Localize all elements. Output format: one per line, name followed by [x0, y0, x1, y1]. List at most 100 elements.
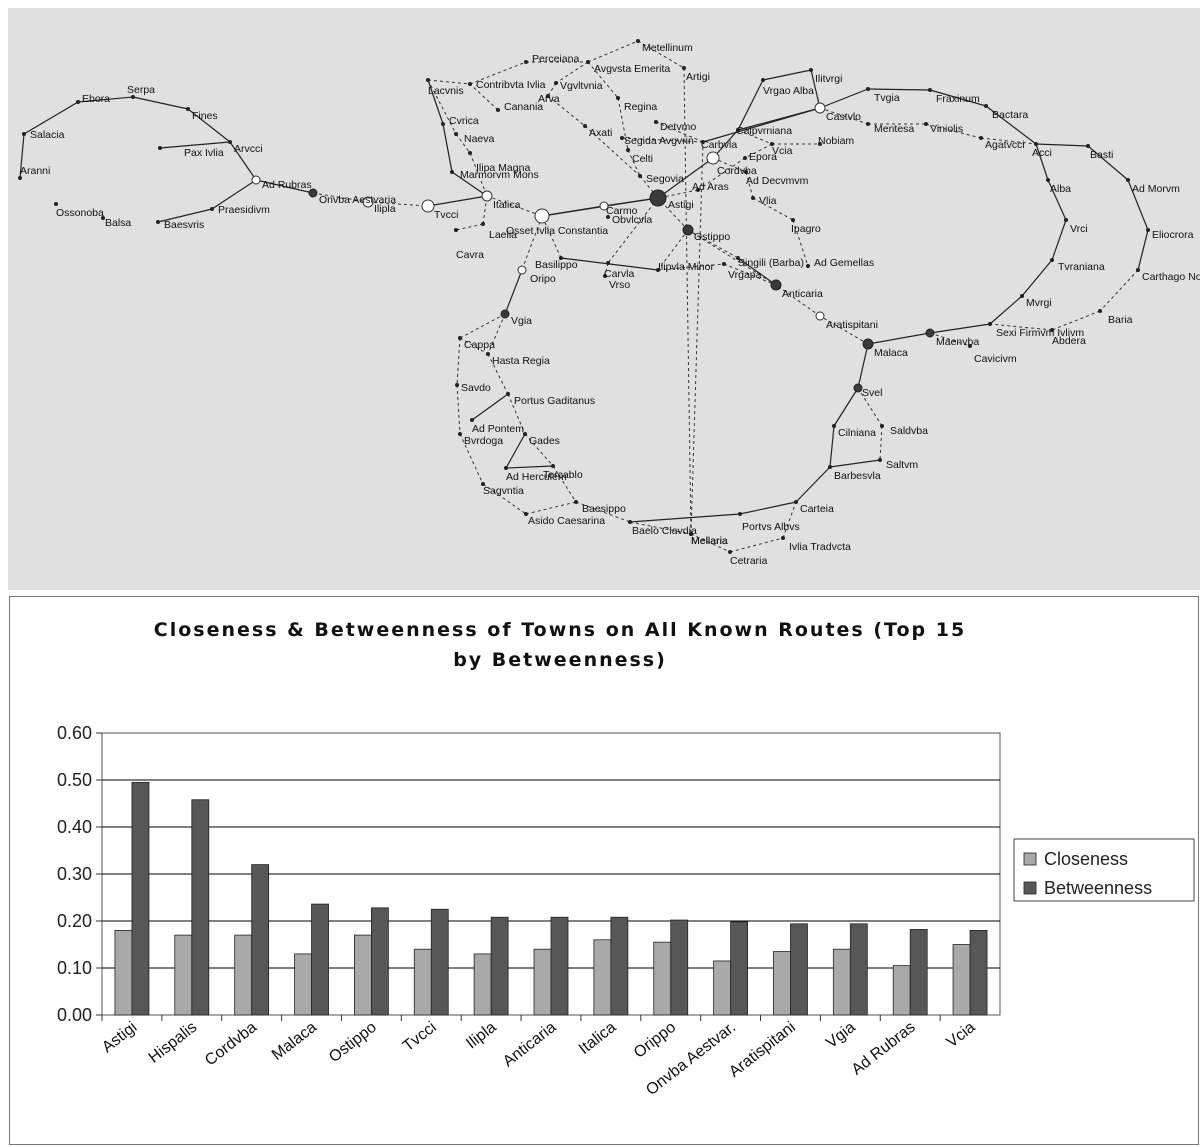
town-node-bactara	[984, 104, 988, 108]
route-path-24	[621, 137, 704, 143]
town-node-baesvris	[156, 220, 160, 224]
town-label-ossonoba: Ossonoba	[56, 207, 104, 219]
bar-closeness-ad-rubras	[892, 965, 911, 1016]
x-label-astigi: Astigi	[99, 1019, 140, 1056]
town-label-baesvris: Baesvris	[164, 219, 204, 231]
town-node-osset-ivlia-constantia	[534, 208, 550, 224]
route-path-2	[486, 195, 543, 217]
y-tick-label-4: 0.40	[57, 817, 92, 837]
route-road-39	[829, 425, 835, 468]
route-path-26	[744, 143, 773, 159]
town-node-ad-decvmvm	[744, 170, 748, 174]
town-node-cilniana	[832, 424, 836, 428]
route-path-73	[555, 61, 589, 84]
route-path-48	[607, 197, 659, 264]
town-node-tercablo	[551, 464, 555, 468]
bar-closeness-ostippo	[353, 934, 372, 1016]
town-node-ilipvla-minor	[656, 268, 660, 272]
town-labels: Ebora Serpa Salacia Fines Pax Ivlia Arvcci Ara…	[20, 42, 1200, 567]
town-label-carbvla: Carbvla	[701, 139, 737, 151]
town-label-artigi: Artigi	[686, 71, 710, 83]
town-node-barbesvla	[828, 465, 832, 469]
x-label-ostippo: Ostippo	[326, 1019, 380, 1066]
route-path-36	[1051, 310, 1101, 331]
bar-betweenness-astigi	[131, 781, 150, 1016]
route-path-3	[482, 195, 488, 225]
bar-chart: 0.00 0.10 0.20 0.30 0.40 0.50 0.60 Astigi Hispa…	[57, 723, 1195, 1099]
town-label-baesippo: Baesippo	[582, 503, 626, 515]
town-label-carthago-nova: Carthago Nova	[1142, 271, 1200, 283]
town-node-basti	[1086, 144, 1090, 148]
route-path-51	[459, 313, 506, 339]
town-label-cappa: Cappa	[464, 339, 495, 351]
town-node-canania	[496, 108, 500, 112]
town-node-cappa	[458, 336, 462, 340]
route-road-7	[211, 179, 257, 210]
bar-betweenness-anticaria	[550, 916, 569, 1016]
y-tick-label-5: 0.50	[57, 770, 92, 790]
town-label-arva: Arva	[538, 93, 560, 105]
town-node-mvrgi	[1020, 294, 1024, 298]
town-node-pax-ivlia	[158, 146, 162, 150]
route-road-2	[132, 96, 189, 110]
town-label-tvcci: Tvcci	[434, 209, 459, 221]
town-label-segovia: Segovia	[646, 173, 684, 185]
town-node-eliocrora	[1146, 228, 1150, 232]
town-node-marmorvm-mons	[450, 170, 454, 174]
town-node-carthago-nova	[1136, 268, 1140, 272]
town-node-laelia	[481, 222, 485, 226]
town-label-ad-decvmvm: Ad Decvmvm	[746, 175, 809, 187]
bar-betweenness-ilipla	[490, 916, 509, 1016]
bar-betweenness-aratispitani	[790, 923, 808, 1016]
route-path-13	[617, 97, 629, 151]
town-node-vlia	[751, 196, 755, 200]
town-label-baelo-clavdia: Baelo Clavdia	[632, 525, 697, 537]
town-node-axati	[583, 124, 587, 128]
town-node-cordvba	[706, 151, 720, 165]
route-lines	[19, 40, 1149, 553]
route-path-19	[455, 133, 471, 154]
town-label-ebora: Ebora	[82, 93, 110, 105]
route-path-38	[929, 332, 971, 347]
town-label-anticaria: Anticaria	[782, 288, 823, 300]
route-road-51	[702, 107, 821, 143]
town-label-carmo: Carmo	[606, 205, 638, 217]
town-label-svel: Svel	[862, 387, 882, 399]
town-label-ilipla: Ilipla	[374, 203, 396, 215]
town-label-barbesvla: Barbesvla	[834, 470, 881, 482]
town-node-onvba-aestvaria	[308, 188, 318, 198]
town-label-onvba-aestvaria: Onvba Aestvaria	[319, 194, 396, 206]
town-label-ostippo: Ostippo	[694, 231, 730, 243]
town-node-ad-morvm	[1126, 178, 1130, 182]
town-label-portvs-albvs: Portvs Albvs	[742, 521, 800, 533]
bar-betweenness-vcia	[969, 929, 988, 1016]
town-label-serpa: Serpa	[127, 84, 155, 96]
chart-title-line-2: by Betweenness)	[453, 649, 667, 671]
bar-closeness-tvcci	[413, 948, 432, 1016]
route-road-12	[442, 123, 453, 173]
route-road-9	[255, 179, 314, 194]
town-node-naeva	[454, 132, 458, 136]
town-label-ilipa-magna: Ilipa Magna	[476, 162, 530, 174]
town-label-calpvrniana: Calpvrniana	[736, 125, 792, 137]
town-node-regina	[616, 96, 620, 100]
town-label-vgvltvnia: Vgvltvnia	[560, 80, 603, 92]
town-node-ipagro	[791, 218, 795, 222]
route-path-41	[687, 229, 777, 286]
town-label-fraxinum: Fraxinum	[936, 93, 980, 105]
town-label-epora: Epora	[749, 151, 777, 163]
bar-betweenness-cordvba	[251, 864, 270, 1016]
town-node-avgvsta-emerita	[586, 60, 590, 64]
bar-betweenness-italica	[610, 916, 629, 1016]
town-label-naeva: Naeva	[464, 133, 495, 145]
route-path-22	[469, 83, 499, 111]
route-road-3	[19, 133, 25, 179]
bar-betweenness-onvba-aestvar	[730, 921, 748, 1016]
town-node-astigi	[649, 189, 667, 207]
town-label-contribvta-ivlia: Contribvta Ivlia	[476, 79, 546, 91]
route-road-38	[833, 387, 859, 427]
route-road-11	[451, 171, 488, 197]
route-road-41	[795, 466, 831, 503]
town-label-tvgia: Tvgia	[874, 92, 900, 104]
route-road-43	[629, 513, 741, 523]
